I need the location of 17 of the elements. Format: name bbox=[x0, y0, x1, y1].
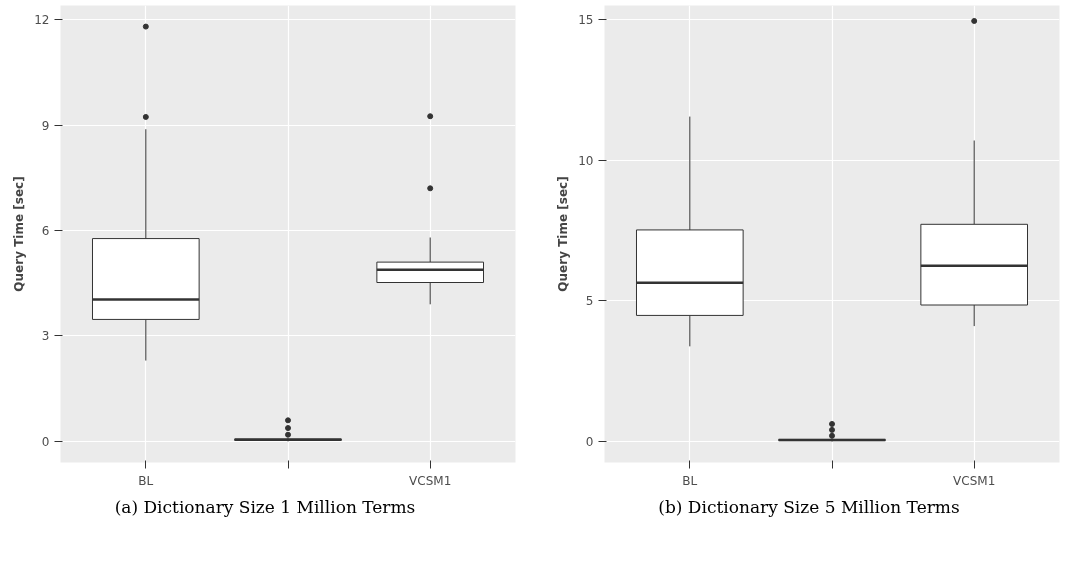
y-axis-title: Query Time [sec] bbox=[12, 176, 27, 292]
x-tick-label: BL bbox=[138, 473, 154, 488]
text: (b) Dictionary Size 5 Million Terms bbox=[658, 496, 960, 519]
x-tick-label: VCSM1 bbox=[953, 473, 996, 488]
y-tick-label: 10 bbox=[578, 153, 594, 168]
x-tick-label: VCSM1 bbox=[409, 473, 452, 488]
y-tick-label: 9 bbox=[41, 118, 50, 133]
y-tick-label: 5 bbox=[585, 294, 594, 309]
y-axis-title: Query Time [sec] bbox=[556, 176, 571, 292]
y-tick-label: 15 bbox=[578, 13, 594, 28]
text: (a) Dictionary Size 1 Million Terms bbox=[114, 496, 416, 519]
y-tick-label: 12 bbox=[34, 13, 50, 28]
y-tick-label: 6 bbox=[41, 223, 50, 238]
x-tick-label: BL bbox=[682, 473, 698, 488]
y-tick-label: 0 bbox=[41, 434, 50, 449]
y-tick-label: 3 bbox=[41, 329, 50, 344]
y-tick-label: 0 bbox=[585, 434, 594, 449]
